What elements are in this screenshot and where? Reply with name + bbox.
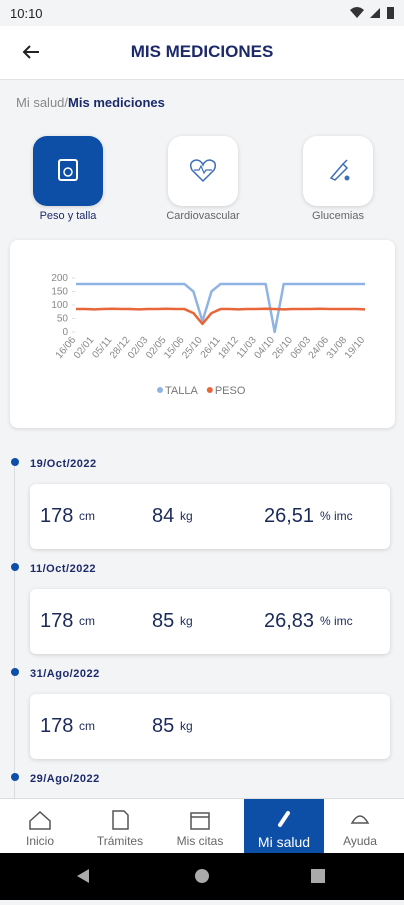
record-imc: 26,83 <box>264 610 315 632</box>
nav-item[interactable]: Mis citas <box>160 799 240 854</box>
y-tick-label: 150 <box>51 287 68 298</box>
nav-label: Trámites <box>96 834 144 848</box>
record-height: 178 <box>40 505 74 527</box>
timeline <box>14 462 15 802</box>
nav-item[interactable]: Trámites <box>80 799 160 854</box>
record-card: 178 cm 85 kg <box>30 694 390 759</box>
chart: 05010015020016/0602/0105/1128/1202/0302/… <box>51 273 368 397</box>
record-card: 178 cm 84 kg 26,51 % imc <box>30 484 390 549</box>
tab-label: Cardiovascular <box>166 210 240 222</box>
timeline-dot <box>11 773 19 781</box>
breadcrumb-parent[interactable]: Mi salud/ <box>16 95 69 110</box>
nav-icon <box>278 811 290 827</box>
x-tick-label: 25/10 <box>180 335 205 362</box>
record-weight-unit: kg <box>180 719 193 733</box>
record-height: 178 <box>40 610 74 632</box>
breadcrumb-current: Mis mediciones <box>68 95 165 110</box>
record-imc: 26,51 <box>264 505 315 527</box>
back-button[interactable] <box>22 44 40 60</box>
record-imc-unit: % imc <box>320 509 353 523</box>
bottom-nav: Inicio Trámites Mis citas Mi salud Ayuda <box>0 798 404 854</box>
timeline-dot <box>11 668 19 676</box>
nav-icon <box>112 810 129 830</box>
record-height-unit: cm <box>79 614 95 628</box>
header: MIS MEDICIONES <box>0 26 404 80</box>
legend-swatch <box>206 387 213 393</box>
nav-label: Ayuda <box>343 834 377 848</box>
record-imc-unit: % imc <box>320 614 353 628</box>
x-tick-label: 18/12 <box>216 335 241 362</box>
status-bar: 10:10 <box>0 0 404 26</box>
legend-label: PESO <box>215 385 246 397</box>
tab-cardio[interactable] <box>168 136 238 206</box>
nav-icon <box>190 812 210 830</box>
tab-label: Glucemias <box>312 210 364 222</box>
record-date: 31/Ago/2022 <box>30 668 100 680</box>
record-weight: 85 <box>152 715 175 737</box>
chart-card: 0 50 100 150 200 16/06 02/01 05/11 28/12 02/03 02/… <box>10 240 395 428</box>
record-date: 11/Oct/2022 <box>30 563 97 575</box>
legend-swatch <box>157 387 163 393</box>
nav-item[interactable]: Inicio <box>0 799 80 854</box>
nav-item[interactable]: Mi salud <box>244 799 324 854</box>
nav-label: Inicio <box>25 834 54 848</box>
record-card: 178 cm 85 kg 26,83 % imc <box>30 589 390 654</box>
time: 10:10 <box>10 6 43 21</box>
nav-icon <box>29 810 51 830</box>
y-tick-label: 100 <box>51 300 68 311</box>
y-tick-label: 50 <box>57 314 69 325</box>
legend-label: TALLA <box>165 385 198 397</box>
breadcrumb: Mi salud/Mis mediciones <box>16 95 165 110</box>
record-height: 178 <box>40 715 74 737</box>
timeline-dot <box>11 563 19 571</box>
tab-label: Peso y talla <box>39 210 97 222</box>
y-tick-label: 0 <box>62 327 68 338</box>
tab-peso[interactable] <box>33 136 103 206</box>
record-date: 29/Ago/2022 <box>30 773 100 785</box>
title: MIS MEDICIONES <box>130 42 274 61</box>
status-icons <box>350 7 394 19</box>
record-height-unit: cm <box>79 719 95 733</box>
y-tick-label: 200 <box>51 273 68 284</box>
nav-icon <box>350 815 370 824</box>
nav-item[interactable]: Ayuda <box>320 799 400 854</box>
record-height-unit: cm <box>79 509 95 523</box>
record-date: 19/Oct/2022 <box>30 458 97 470</box>
record-weight: 84 <box>152 505 175 527</box>
series-line <box>76 282 365 334</box>
nav-label: Mis citas <box>176 834 224 848</box>
timeline-dot <box>11 458 19 466</box>
record-weight-unit: kg <box>180 614 193 628</box>
x-tick-label: 02/01 <box>72 335 97 362</box>
tab-gluc[interactable] <box>303 136 373 206</box>
x-tick-label: 19/10 <box>343 335 368 362</box>
system-nav <box>0 853 404 900</box>
series-line <box>76 307 366 326</box>
record-weight: 85 <box>152 610 175 632</box>
record-weight-unit: kg <box>180 509 193 523</box>
nav-label: Mi salud <box>257 834 311 850</box>
